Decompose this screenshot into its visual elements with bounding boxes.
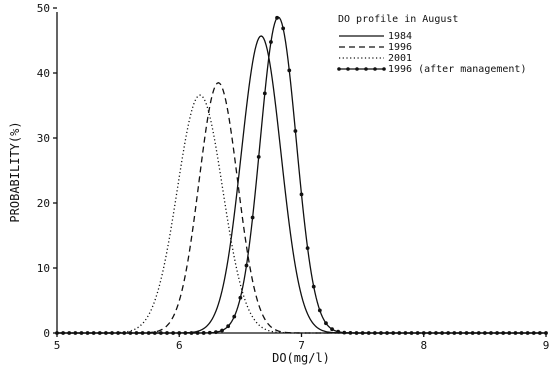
legend-marker [346,67,350,71]
legend-marker [382,67,386,71]
series-point [299,192,304,197]
legend-marker [364,67,368,71]
series-point [330,327,334,332]
series-point [275,15,279,20]
series-point [250,215,255,220]
series-line-0 [57,35,546,334]
series-point [256,155,261,159]
series-point [220,328,224,333]
legend-title: DO profile in August [338,14,458,25]
x-tick-label: 9 [543,339,550,352]
x-tick-label: 7 [298,339,305,352]
y-axis-label: PROBABILITY(%) [8,121,22,222]
y-tick-label: 40 [37,67,50,80]
legend-marker [355,67,359,71]
series-point [262,91,267,96]
series-point [305,246,310,251]
series-point [293,129,298,133]
y-tick-label: 10 [37,262,50,275]
legend-label-3: 1996 (after management) [388,64,526,75]
y-tick-label: 30 [37,132,50,145]
legend-label-0: 1984 [388,31,412,42]
x-tick-label: 8 [420,339,427,352]
series-point [287,68,292,73]
series-point [317,308,322,313]
legend-marker [337,67,341,71]
series-markers-3 [55,15,548,335]
series-point [238,295,243,300]
series-point [311,284,316,289]
legend-marker [373,67,377,71]
ticks: 5 6 7 8 9 0 10 20 30 40 50 [37,2,550,352]
series-point [269,40,273,44]
series-point [232,314,237,319]
x-tick-label: 5 [54,339,61,352]
x-axis-label: DO(mg/l) [272,351,330,365]
series-point [281,26,286,31]
y-tick-label: 50 [37,2,50,15]
legend-label-2: 2001 [388,53,412,64]
axes [56,12,546,334]
x-tick-label: 6 [176,339,183,352]
series-point [244,263,249,268]
y-tick-label: 0 [43,327,50,340]
series-point [226,324,231,329]
y-tick-label: 20 [37,197,50,210]
series-point [324,321,328,326]
legend-label-1: 1996 [388,42,412,53]
